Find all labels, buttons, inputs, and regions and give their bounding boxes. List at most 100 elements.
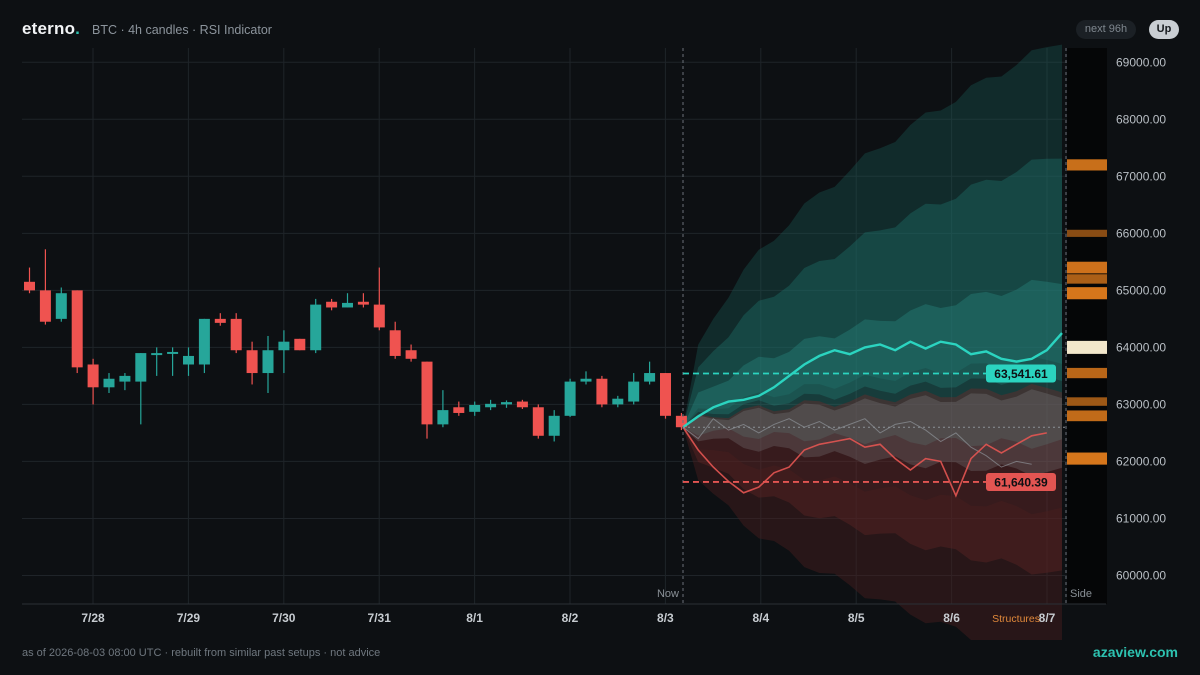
candle-down bbox=[405, 350, 417, 359]
forecast-path-up bbox=[682, 332, 1063, 429]
forecast-path-mid bbox=[682, 418, 1032, 468]
x-tick-label: 7/29 bbox=[177, 611, 201, 625]
candle-down bbox=[596, 378, 608, 405]
x-tick-label: 8/7 bbox=[1039, 611, 1056, 625]
candle-down bbox=[294, 338, 306, 351]
candle-up bbox=[644, 373, 656, 382]
candle-up bbox=[278, 341, 290, 351]
candle-up bbox=[262, 350, 274, 374]
axes: 69000.00 68000.00 67000.00 66000.00 65000.00… bbox=[22, 55, 1166, 625]
structure-band bbox=[1067, 452, 1107, 465]
candle-up bbox=[437, 410, 449, 425]
structure-band bbox=[1067, 410, 1107, 422]
structure-band bbox=[1067, 159, 1107, 171]
candle-up bbox=[167, 351, 179, 354]
structures-bg bbox=[1067, 48, 1107, 604]
x-tick-label: 8/1 bbox=[466, 611, 483, 625]
x-tick-label: 7/31 bbox=[368, 611, 392, 625]
candle-down bbox=[357, 301, 369, 305]
candle-down bbox=[246, 350, 258, 374]
candle-down bbox=[39, 290, 51, 322]
fan-core bbox=[683, 389, 1062, 476]
candle-down bbox=[71, 290, 83, 368]
structures-label: Structures bbox=[992, 613, 1040, 625]
brand-logo: eterno. bbox=[22, 19, 81, 38]
markers: 63,541.61 61,640.39 bbox=[682, 48, 1067, 604]
x-tick-label: 7/28 bbox=[81, 611, 105, 625]
top-bar: eterno. BTC · 4h candles · RSI Indicator… bbox=[0, 0, 1200, 60]
fan-up-inner bbox=[683, 279, 1062, 449]
forecast-paths bbox=[682, 332, 1063, 498]
candle-up bbox=[151, 353, 163, 356]
candles bbox=[24, 249, 687, 442]
candle-down bbox=[421, 361, 433, 425]
x-tick-label: 8/4 bbox=[752, 611, 769, 625]
y-tick-label: 65000.00 bbox=[1116, 283, 1166, 297]
chart-subtitle: BTC · 4h candles · RSI Indicator bbox=[92, 23, 272, 37]
y-tick-label: 60000.00 bbox=[1116, 568, 1166, 582]
forecast-fan bbox=[683, 44, 1062, 640]
fan-up-outer bbox=[683, 44, 1062, 428]
y-tick-label: 62000.00 bbox=[1116, 454, 1166, 468]
fan-up-mid bbox=[683, 158, 1062, 428]
candle-down bbox=[453, 407, 465, 413]
fan-down-outer bbox=[683, 427, 1062, 640]
structures-panel bbox=[1067, 48, 1107, 604]
target-up-label: 63,541.61 bbox=[994, 367, 1048, 381]
candle-up bbox=[198, 318, 210, 365]
candle-down bbox=[24, 281, 35, 291]
now-label: Now bbox=[657, 588, 679, 600]
candle-up bbox=[564, 381, 576, 416]
structure-band bbox=[1067, 340, 1107, 354]
candle-up bbox=[310, 304, 322, 351]
x-tick-label: 8/6 bbox=[943, 611, 960, 625]
structure-band bbox=[1067, 261, 1107, 274]
forecast-path-down bbox=[682, 426, 1047, 498]
candle-up bbox=[55, 293, 67, 319]
chart-grid bbox=[22, 48, 1106, 604]
x-tick-label: 8/3 bbox=[657, 611, 674, 625]
candle-up bbox=[501, 402, 512, 405]
candle-down bbox=[326, 301, 338, 308]
price-chart[interactable]: 63,541.61 61,640.39 69000.00 68000.00 67000… bbox=[0, 0, 1200, 640]
x-tick-label: 7/30 bbox=[272, 611, 296, 625]
footer-note: as of 2026-08-03 08:00 UTC · rebuilt fro… bbox=[22, 647, 381, 659]
candle-up bbox=[119, 375, 131, 382]
x-tick-label: 8/2 bbox=[562, 611, 579, 625]
candle-up bbox=[469, 404, 481, 412]
candle-down bbox=[87, 364, 99, 388]
structure-band bbox=[1067, 397, 1107, 406]
candle-up bbox=[342, 302, 353, 308]
candle-up bbox=[548, 415, 560, 436]
target-up-tag bbox=[986, 364, 1056, 383]
y-tick-label: 68000.00 bbox=[1116, 112, 1166, 126]
structure-band bbox=[1067, 367, 1107, 379]
x-tick-label: 8/5 bbox=[848, 611, 865, 625]
y-tick-label: 61000.00 bbox=[1116, 511, 1166, 525]
structure-band bbox=[1067, 229, 1107, 237]
y-tick-label: 69000.00 bbox=[1116, 55, 1166, 69]
structure-band bbox=[1067, 287, 1107, 300]
candle-down bbox=[230, 318, 242, 351]
candle-down bbox=[516, 401, 528, 408]
bias-badge[interactable]: Up bbox=[1149, 20, 1179, 39]
target-down-label: 61,640.39 bbox=[994, 475, 1048, 489]
y-tick-label: 64000.00 bbox=[1116, 340, 1166, 354]
footer-site-link[interactable]: azaview.com bbox=[1092, 644, 1178, 660]
horizon-toggle[interactable]: next 96h bbox=[1076, 20, 1136, 39]
candle-up bbox=[103, 378, 115, 388]
candle-up bbox=[135, 353, 147, 382]
side-label: Side bbox=[1070, 588, 1092, 600]
target-down-tag bbox=[986, 472, 1056, 491]
candle-down bbox=[214, 318, 226, 323]
fan-down-inner bbox=[683, 383, 1062, 575]
candle-down bbox=[389, 330, 401, 356]
candle-down bbox=[532, 407, 544, 436]
y-tick-label: 66000.00 bbox=[1116, 226, 1166, 240]
candle-up bbox=[628, 381, 640, 402]
candle-up bbox=[183, 355, 194, 365]
candle-down bbox=[373, 304, 385, 328]
candle-up bbox=[485, 403, 497, 408]
candle-up bbox=[580, 378, 592, 382]
candle-down bbox=[675, 415, 687, 428]
